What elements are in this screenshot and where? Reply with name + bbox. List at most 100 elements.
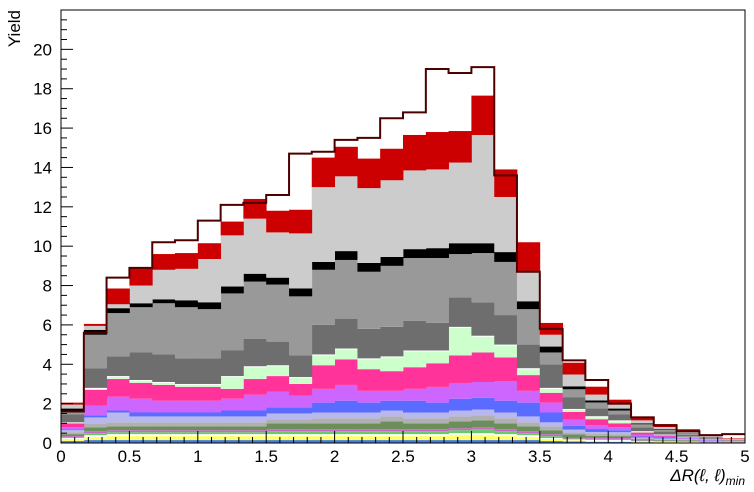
bar-segment — [448, 254, 472, 298]
bar-segment — [403, 134, 427, 171]
bar-segment — [106, 308, 130, 314]
bar-segment — [129, 382, 153, 399]
bar-segment — [83, 387, 107, 389]
bar-segment — [425, 402, 449, 413]
bar-segment — [448, 428, 472, 431]
bar-segment — [197, 436, 222, 441]
bar-segment — [220, 293, 244, 351]
bar-segment — [380, 416, 404, 422]
bar-segment — [220, 426, 244, 431]
bar-segment — [83, 417, 107, 424]
bar-segment — [471, 435, 495, 441]
bar-segment — [380, 431, 404, 435]
bar-segment — [197, 440, 222, 443]
bar-segment — [311, 261, 335, 270]
bar-segment — [334, 436, 358, 441]
bar-segment — [289, 383, 313, 396]
y-tick-label: 18 — [33, 80, 52, 99]
bar-segment — [562, 397, 586, 409]
bar-segment — [174, 386, 199, 401]
bar-segment — [129, 416, 153, 423]
bar-segment — [106, 288, 130, 305]
bar-segment — [608, 423, 632, 428]
bar-segment — [494, 357, 518, 381]
bar-segment — [220, 432, 244, 435]
bar-segment — [471, 381, 495, 398]
bar-segment — [266, 429, 290, 432]
bar-segment — [129, 307, 153, 353]
bar-segment — [539, 426, 564, 431]
y-tick-label: 10 — [33, 237, 52, 256]
bar-segment — [448, 430, 472, 434]
bar-segment — [174, 300, 199, 308]
bar-segment — [608, 427, 632, 431]
bar-segment — [494, 418, 518, 424]
bar-segment — [653, 431, 677, 435]
bar-segment — [220, 410, 244, 417]
bar-segment — [403, 429, 427, 432]
bar-segment — [174, 400, 199, 413]
bar-segment — [539, 334, 564, 347]
bar-segment — [289, 288, 313, 297]
x-tick-label: 3.5 — [528, 447, 552, 466]
bar-segment — [403, 320, 427, 351]
bar-segment — [61, 414, 85, 423]
bar-segment — [129, 285, 153, 304]
bar-segment — [494, 440, 518, 443]
bar-segment — [266, 284, 290, 342]
bar-segment — [61, 408, 85, 411]
bar-segment — [220, 388, 244, 399]
bar-segment — [562, 438, 586, 440]
bar-segment — [676, 434, 700, 437]
bar-segment — [425, 350, 449, 352]
bar-segment — [129, 303, 153, 308]
bar-segment — [266, 407, 290, 414]
bar-segment — [83, 368, 107, 388]
bar-segment — [83, 427, 107, 432]
bar-segment — [311, 423, 335, 430]
bar-segment — [539, 387, 564, 389]
bar-segment — [585, 417, 609, 420]
bar-segment — [562, 425, 586, 430]
bar-segment — [380, 421, 404, 430]
bar-segment — [220, 422, 244, 427]
bar-segment — [608, 436, 632, 439]
bar-segment — [448, 355, 472, 383]
bar-segment — [197, 432, 222, 435]
bar-segment — [289, 434, 313, 437]
bar-segment — [174, 434, 199, 437]
y-tick-label: 2 — [43, 395, 52, 414]
bar-segment — [243, 430, 267, 433]
bar-segment — [471, 415, 495, 421]
bar-segment — [266, 210, 290, 233]
bar-segment — [129, 267, 153, 286]
bar-segment — [357, 369, 381, 391]
bar-segment — [311, 434, 335, 437]
bar-segment — [676, 439, 700, 440]
bar-segment — [722, 438, 746, 440]
bar-segment — [289, 355, 313, 378]
bar-segment — [494, 429, 518, 432]
bar-segment — [608, 434, 632, 437]
bar-segment — [311, 187, 335, 262]
bar-segment — [289, 436, 313, 441]
x-tick-label: 2 — [330, 447, 339, 466]
bar-segment — [516, 431, 541, 434]
bar-segment — [243, 273, 267, 282]
bar-segment — [403, 434, 427, 437]
bar-segment — [357, 429, 381, 432]
bar-segment — [516, 375, 541, 391]
bar-segment — [106, 376, 130, 378]
bar-segment — [471, 335, 495, 337]
bar-segment — [380, 326, 404, 357]
bar-segment — [562, 441, 586, 443]
bar-segment — [174, 430, 199, 433]
bar-segment — [266, 277, 290, 285]
bar-segment — [403, 431, 427, 435]
bar-segment — [220, 377, 244, 389]
bar-segment — [243, 432, 267, 435]
bar-segment — [380, 180, 404, 258]
bar-segment — [403, 412, 427, 419]
y-tick-label: 0 — [43, 434, 52, 453]
bar-segment — [334, 176, 358, 252]
